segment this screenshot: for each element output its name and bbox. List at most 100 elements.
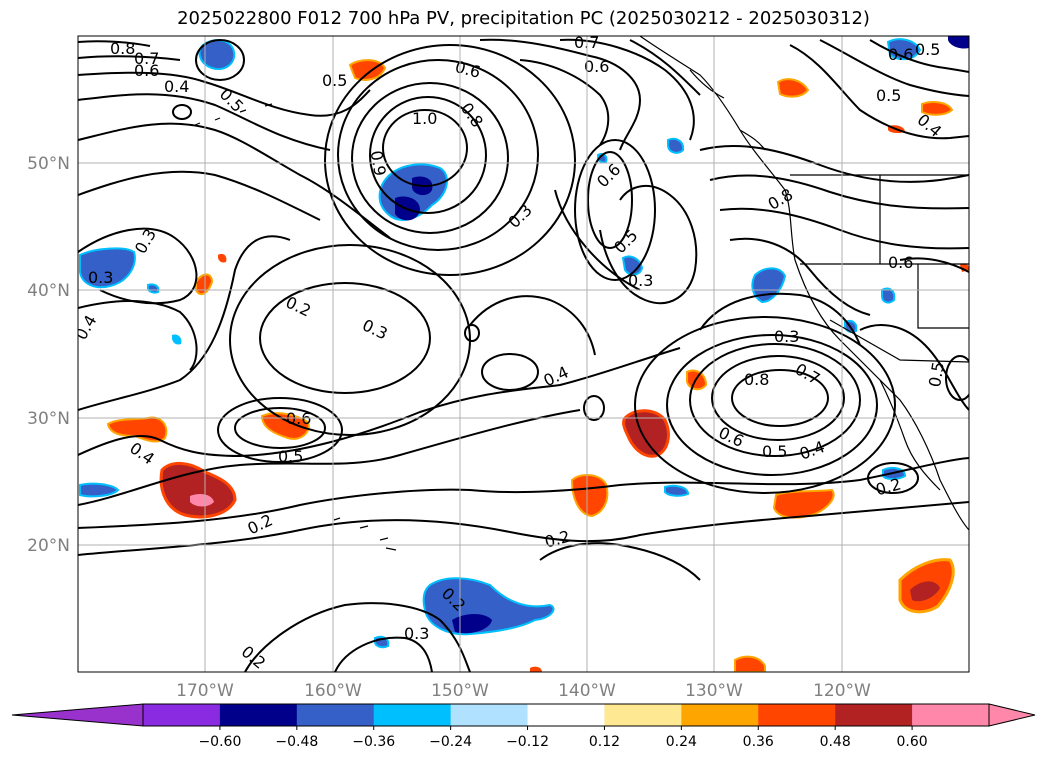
contour-label: 0.7	[134, 49, 159, 68]
lon-label: 160°W	[304, 681, 362, 701]
border	[829, 319, 969, 363]
pv-contour	[78, 170, 321, 221]
pv-contour	[351, 82, 509, 234]
pv-contour	[583, 395, 605, 421]
colorbar-extension-low	[11, 703, 144, 727]
precip-blob	[948, 36, 969, 49]
coastlines	[194, 36, 969, 551]
pv-contour	[369, 96, 487, 214]
pv-contour	[78, 93, 331, 151]
precip-blob	[734, 655, 766, 672]
precip-blob	[530, 666, 542, 672]
pv-contour	[217, 397, 343, 463]
border	[917, 264, 969, 329]
pv-contour	[244, 602, 471, 672]
coastline	[333, 517, 397, 551]
pv-contour	[587, 151, 633, 249]
precip-blob	[172, 334, 182, 345]
pv-contour	[78, 122, 391, 239]
pv-contour	[259, 282, 431, 394]
pv-contour	[719, 207, 969, 250]
contour-label: 0.5	[278, 447, 303, 466]
precip-blob	[106, 416, 168, 443]
lon-label: 150°W	[431, 681, 489, 701]
precip-blob	[921, 101, 954, 116]
contour-label: 1.0	[412, 109, 437, 128]
colorbar: −0.60 −0.48 −0.36 −0.24 −0.12 0.12 0.24 0.36 0.4…	[11, 703, 1036, 750]
colorbar-box	[604, 704, 682, 726]
contour-label: 0.3	[628, 271, 653, 290]
precip-blob	[667, 137, 685, 154]
pv-contour	[699, 292, 861, 346]
contour-label: 0.5	[876, 86, 901, 105]
pv-contour	[599, 185, 698, 305]
pv-contour	[78, 71, 371, 117]
contour-label: 0.3	[88, 268, 113, 287]
colorbar-tick-label: 0.48	[820, 734, 851, 750]
colorbar-box	[219, 704, 298, 726]
lon-label: 120°W	[813, 681, 871, 701]
contour-label: 0.6	[584, 57, 609, 76]
pv-contour	[481, 353, 539, 391]
latitude-labels: 50°N 40°N 30°N 20°N	[27, 154, 70, 556]
pv-contour	[519, 59, 610, 146]
colorbar-box	[527, 704, 605, 726]
precip-blob	[622, 409, 670, 458]
pv-contour	[172, 104, 192, 120]
contour-label: 0.5	[322, 71, 347, 90]
coastline	[689, 69, 725, 99]
contour-label: 0.6	[888, 253, 913, 272]
pv-contour	[78, 300, 198, 371]
colorbar-tick-label: 0.12	[589, 734, 620, 750]
precip-blob	[452, 614, 492, 634]
lon-label: 140°W	[558, 681, 616, 701]
pv-contour	[729, 237, 871, 316]
contour-label: 0.5	[762, 442, 787, 461]
colorbar-tick-label: −0.24	[429, 734, 472, 750]
gridlines	[78, 36, 969, 672]
coastline	[739, 129, 766, 151]
precip-blob	[195, 273, 214, 296]
pv-contour	[899, 257, 969, 273]
coastline	[194, 103, 273, 126]
contour-label: 0.8	[110, 39, 135, 58]
precip-blob	[147, 283, 160, 294]
colorbar-extension-high	[988, 703, 1036, 727]
pv-contour	[234, 407, 326, 449]
pv-contour	[731, 369, 829, 427]
pv-contour	[324, 44, 576, 276]
colorbar-tick-label: −0.60	[198, 734, 241, 750]
pv-contour	[78, 457, 969, 529]
precip-blob	[910, 581, 940, 602]
precip-blob	[621, 255, 644, 276]
colorbar-box	[296, 704, 375, 726]
lat-label: 30°N	[27, 409, 70, 429]
colorbar-outline	[142, 703, 990, 727]
precip-blob	[881, 287, 896, 304]
pv-contour	[859, 324, 969, 411]
lat-label: 50°N	[27, 154, 70, 174]
lon-label: 130°W	[685, 681, 743, 701]
contour-label: 0.3	[774, 327, 799, 346]
lon-label: 170°W	[176, 681, 234, 701]
contour-label: 0.3	[404, 624, 429, 643]
pv-contour	[78, 501, 969, 556]
colorbar-box	[143, 704, 221, 726]
pv-contour	[337, 59, 539, 251]
pv-contour	[789, 44, 969, 140]
colorbar-box	[758, 704, 836, 726]
pv-contours	[78, 38, 969, 672]
pv-contour	[869, 39, 969, 73]
precipitation-shading	[79, 36, 969, 672]
pv-contour	[689, 343, 861, 457]
pv-contour	[711, 355, 845, 441]
pv-contour	[709, 174, 969, 210]
map-panel: 0.8 0.7 0.6 0.4 0.5 0.5 0.6 0.8 1.0 0.9 …	[78, 36, 969, 672]
pv-contour	[554, 189, 641, 291]
colorbar-tick-label: 0.36	[743, 734, 774, 750]
precip-blob	[776, 78, 810, 98]
colorbar-box	[450, 704, 529, 726]
colorbar-box	[835, 704, 913, 726]
colorbar-tick-label: −0.48	[275, 734, 318, 750]
